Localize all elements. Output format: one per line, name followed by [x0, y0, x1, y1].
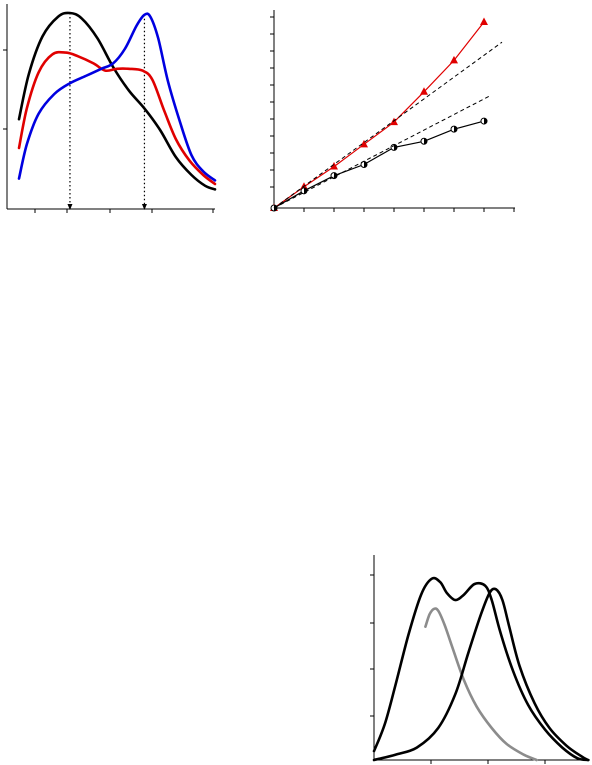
chart-b-triangle-marker	[360, 139, 368, 148]
chart-a-series-black	[17, 11, 217, 191]
chart-b-circle-marker	[450, 125, 458, 133]
chart-b-circle-marker	[420, 137, 428, 145]
chart-a-peak-marker-arrow	[141, 204, 147, 210]
chart-b-dashed-fit-line	[273, 41, 503, 209]
chart-bottom-deconvolution	[370, 555, 590, 764]
chart-b-circle-marker-fill	[364, 161, 367, 168]
chart-a-series-blue	[17, 12, 217, 182]
chart-c-envelope	[372, 576, 590, 762]
chart-b-triangle-marker	[450, 55, 458, 64]
chart-c-peak-1	[424, 607, 538, 762]
chart-b-circle-marker	[390, 143, 398, 151]
chart-b-circle-marker-fill	[484, 118, 487, 125]
chart-b-triangle-marker	[480, 17, 488, 26]
chart-right-linear	[270, 10, 515, 212]
chart-b-circle-marker	[480, 117, 488, 125]
chart-a-series-red	[17, 50, 217, 186]
chart-b-triangle-marker	[420, 87, 428, 95]
chart-left-distribution	[3, 4, 217, 213]
chart-b-series-black	[273, 120, 485, 209]
chart-b-circle-marker-fill	[454, 126, 457, 133]
chart-b-circle-marker-fill	[424, 138, 427, 145]
chart-b-dashed-fit-line	[273, 95, 491, 209]
chart-b-triangle-marker	[330, 162, 338, 170]
chart-b-circle-marker-fill	[394, 144, 397, 151]
chart-c-peak-2	[372, 587, 590, 762]
chart-b-circle-marker-fill	[304, 187, 307, 194]
chart-b-series-red	[273, 21, 485, 209]
chart-b-circle-marker	[300, 187, 308, 195]
chart-a-peak-marker-arrow	[67, 204, 73, 210]
chart-b-circle-marker-fill	[334, 172, 337, 179]
